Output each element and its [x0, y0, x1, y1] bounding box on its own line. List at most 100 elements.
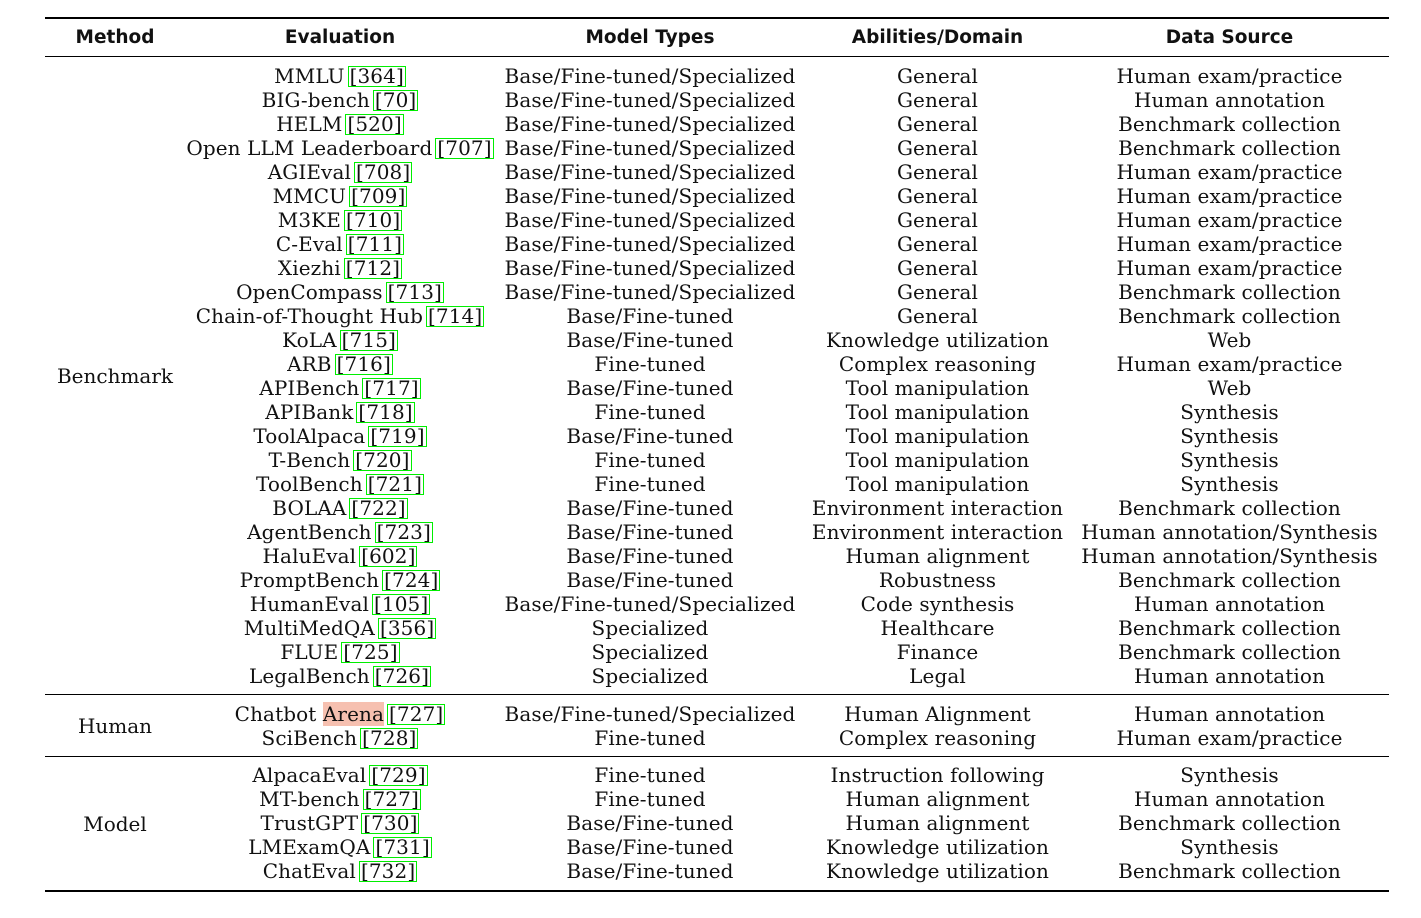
table-row: BOLAA [722] Base/Fine-tuned Environment int… — [185, 496, 1389, 520]
evaluation-cell: Open LLM Leaderboard [707] — [185, 136, 495, 160]
group-rows: AlpacaEval [729] Fine-tuned Instruction fol… — [185, 757, 1389, 890]
citation-link[interactable]: [728] — [360, 726, 419, 750]
table-row: APIBank [718] Fine-tuned Tool manipulation S… — [185, 400, 1389, 424]
evaluation-cell: HaluEval [602] — [185, 544, 495, 568]
citation-link[interactable]: [714] — [425, 304, 485, 328]
data-source-cell: Web — [1207, 376, 1252, 400]
citation-link[interactable]: [716] — [334, 352, 393, 376]
abilities-cell: Finance — [896, 640, 979, 664]
citation-link[interactable]: [602] — [359, 544, 418, 568]
table-row: HumanEval [105] Base/Fine-tuned/Specialize… — [185, 592, 1389, 616]
method-cell: Model — [83, 811, 147, 836]
citation-link[interactable]: [718] — [356, 400, 415, 424]
data-source-cell: Human exam/practice — [1116, 64, 1343, 88]
abilities-cell: Tool manipulation — [845, 424, 1030, 448]
citation-link[interactable]: [709] — [349, 184, 408, 208]
model-types-cell: Base/Fine-tuned/Specialized — [504, 702, 796, 726]
citation-link[interactable]: [727] — [387, 702, 446, 726]
citation-link[interactable]: [721] — [365, 472, 424, 496]
model-types-cell: Base/Fine-tuned — [566, 568, 734, 592]
evaluation-cell: MMCU [709] — [185, 184, 495, 208]
evaluation-cell: Chatbot Arena [727] — [185, 702, 495, 726]
citation-link[interactable]: [364] — [347, 64, 406, 88]
data-source-cell: Benchmark collection — [1118, 640, 1341, 664]
table-row: FLUE [725] Specialized Finance Benchmark col… — [185, 640, 1389, 664]
citation-link[interactable]: [70] — [372, 88, 419, 112]
citation-link[interactable]: [713] — [385, 280, 444, 304]
header-model-types: Model Types — [585, 27, 715, 48]
citation-link[interactable]: [732] — [358, 859, 418, 883]
abilities-cell: General — [896, 280, 979, 304]
evaluation-name: HumanEval — [249, 592, 369, 616]
citation-link[interactable]: [715] — [339, 328, 398, 352]
citation-link[interactable]: [723] — [374, 520, 433, 544]
citation-link[interactable]: [727] — [362, 787, 421, 811]
evaluation-name: MT-bench — [259, 787, 360, 811]
evaluation-name: Xiezhi — [277, 256, 341, 280]
table-row: ChatEval [732] Base/Fine-tuned Knowledge ut… — [185, 859, 1389, 883]
model-types-cell: Base/Fine-tuned/Specialized — [504, 256, 796, 280]
citation-link[interactable]: [105] — [371, 592, 431, 616]
model-types-cell: Base/Fine-tuned — [566, 835, 734, 859]
evaluation-cell: OpenCompass [713] — [185, 280, 495, 304]
abilities-cell: Tool manipulation — [845, 472, 1030, 496]
citation-link[interactable]: [712] — [343, 256, 403, 280]
citation-link[interactable]: [726] — [372, 664, 432, 688]
citation-link[interactable]: [729] — [369, 763, 428, 787]
citation-link[interactable]: [730] — [361, 811, 420, 835]
table-row: MMCU [709] Base/Fine-tuned/Specialized Gene… — [185, 184, 1389, 208]
model-types-cell: Specialized — [591, 616, 709, 640]
evaluation-name: OpenCompass — [236, 280, 383, 304]
evaluation-cell: TrustGPT [730] — [185, 811, 495, 835]
model-types-cell: Specialized — [591, 640, 709, 664]
evaluation-cell: LMExamQA [731] — [185, 835, 495, 859]
abilities-cell: Healthcare — [880, 616, 995, 640]
abilities-cell: General — [896, 256, 979, 280]
table-row: Xiezhi [712] Base/Fine-tuned/Specialized Ge… — [185, 256, 1389, 280]
citation-link[interactable]: [708] — [353, 160, 413, 184]
evaluation-cell: Chain-of-Thought Hub [714] — [185, 304, 495, 328]
data-source-cell: Benchmark collection — [1118, 859, 1341, 883]
group-separator — [45, 694, 1389, 695]
evaluation-table: Method Evaluation Model Types Abilities/… — [45, 17, 1389, 892]
evaluation-name: PromptBench — [239, 568, 380, 592]
evaluation-cell: MMLU [364] — [185, 64, 495, 88]
data-source-cell: Benchmark collection — [1118, 304, 1341, 328]
abilities-cell: General — [896, 208, 979, 232]
table-row: C-Eval [711] Base/Fine-tuned/Specialized Ge… — [185, 232, 1389, 256]
evaluation-cell: AGIEval [708] — [185, 160, 495, 184]
abilities-cell: Complex reasoning — [838, 726, 1037, 750]
data-source-cell: Human exam/practice — [1116, 160, 1343, 184]
abilities-cell: Instruction following — [830, 763, 1045, 787]
abilities-cell: Knowledge utilization — [825, 859, 1050, 883]
abilities-cell: Human alignment — [845, 787, 1030, 811]
citation-link[interactable]: [719] — [368, 424, 427, 448]
citation-link[interactable]: [707] — [435, 136, 494, 160]
data-source-cell: Synthesis — [1180, 835, 1279, 859]
evaluation-name: HELM — [276, 112, 343, 136]
data-source-cell: Human exam/practice — [1116, 726, 1343, 750]
method-cell: Benchmark — [56, 363, 174, 388]
citation-link[interactable]: [720] — [353, 448, 412, 472]
table-header: Method Evaluation Model Types Abilities/… — [45, 19, 1389, 56]
header-rule — [45, 56, 1389, 57]
group-separator — [45, 756, 1389, 757]
citation-link[interactable]: [520] — [345, 112, 404, 136]
evaluation-name: BIG-bench — [261, 88, 370, 112]
data-source-cell: Synthesis — [1180, 448, 1279, 472]
citation-link[interactable]: [356] — [377, 616, 437, 640]
table-row: HELM [520] Base/Fine-tuned/Specialized Gene… — [185, 112, 1389, 136]
citation-link[interactable]: [710] — [343, 208, 403, 232]
citation-link[interactable]: [731] — [373, 835, 432, 859]
citation-link[interactable]: [717] — [362, 376, 421, 400]
citation-link[interactable]: [722] — [349, 496, 408, 520]
model-types-cell: Base/Fine-tuned/Specialized — [504, 184, 796, 208]
data-source-cell: Human annotation — [1133, 702, 1326, 726]
citation-link[interactable]: [711] — [345, 232, 405, 256]
abilities-cell: General — [896, 64, 979, 88]
table-row: MT-bench [727] Fine-tuned Human alignment Hu… — [185, 787, 1389, 811]
citation-link[interactable]: [724] — [382, 568, 441, 592]
group-rows: MMLU [364] Base/Fine-tuned/Specialized Gene… — [185, 57, 1389, 694]
model-types-cell: Base/Fine-tuned/Specialized — [504, 64, 796, 88]
citation-link[interactable]: [725] — [341, 640, 400, 664]
